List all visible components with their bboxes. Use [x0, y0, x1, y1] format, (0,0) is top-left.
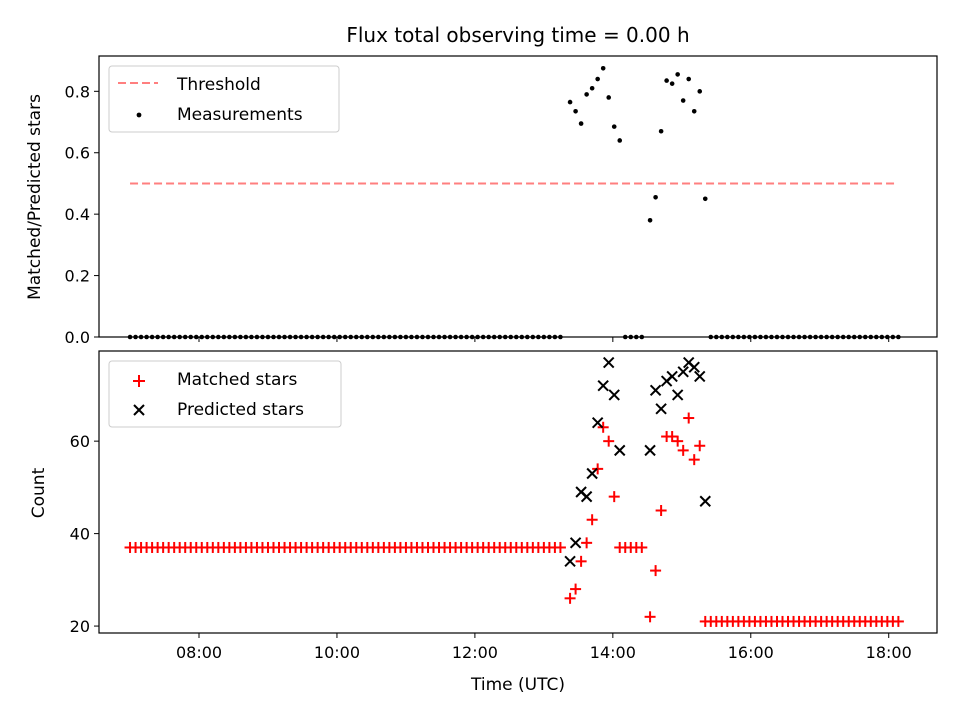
predicted-stars-point	[580, 490, 593, 503]
predicted-stars-point	[699, 495, 711, 507]
top-y-tick-label: 0.4	[65, 205, 90, 224]
matched-stars-point	[554, 541, 566, 553]
matched-stars-point	[683, 412, 695, 424]
bottom-y-tick-label: 20	[70, 617, 90, 636]
bottom-x-ticks: 08:00 10:00 12:00 14:00 16:00 18:00	[176, 633, 912, 662]
matched-stars-point	[575, 555, 587, 567]
matched-stars-point	[644, 611, 656, 623]
matched-stars-point	[892, 615, 904, 627]
predicted-stars-legend-swatch	[133, 404, 145, 416]
top-y-tick-label: 0.6	[65, 144, 90, 163]
matched-stars-point	[666, 431, 678, 443]
predicted-stars-point	[614, 444, 626, 457]
top-x-ticks	[198, 337, 890, 342]
top-panel: 0.00.20.40.60.8 Matched/Predicted stars …	[25, 55, 938, 347]
measurement-point	[617, 138, 623, 143]
top-y-tick-label: 0.2	[65, 267, 90, 286]
measurement-point	[653, 194, 658, 200]
bottom-legend-box	[108, 360, 342, 428]
matched-stars-point	[650, 565, 662, 577]
predicted-stars-point	[649, 384, 662, 397]
predicted-stars-point	[694, 370, 706, 383]
bottom-y-axis-label: Count	[29, 467, 49, 518]
matched-stars-point	[688, 454, 700, 466]
matched-stars-point	[672, 435, 684, 447]
x-tick-label: 16:00	[728, 643, 774, 662]
matched-stars-point	[603, 435, 615, 447]
measurement-point	[647, 218, 653, 223]
measurement-point	[691, 108, 697, 114]
top-legend: Threshold Measurements	[108, 65, 340, 133]
measurement-point	[611, 124, 617, 129]
predicted-stars-point	[586, 467, 598, 480]
predicted-stars-point	[655, 403, 667, 415]
top-y-ticks: 0.0 0.2 0.4 0.6 0.8	[65, 82, 99, 347]
measurement-point	[600, 65, 606, 71]
legend-predicted-stars: Predicted stars	[177, 400, 304, 420]
bottom-axes-frame	[98, 350, 938, 634]
x-tick-label: 14:00	[590, 643, 636, 662]
matched-stars-point	[636, 541, 648, 553]
measurement-point	[573, 108, 578, 114]
x-tick-label: 08:00	[176, 643, 222, 662]
matched-stars-point	[592, 463, 604, 475]
measurement-point	[584, 92, 589, 97]
measurement-point	[567, 99, 573, 105]
measurements-legend-swatch	[136, 112, 142, 118]
measurement-point	[606, 95, 611, 100]
x-axis-label: Time (UTC)	[470, 675, 565, 695]
top-y-tick-label: 0.0	[65, 328, 90, 347]
predicted-stars-point	[564, 555, 576, 568]
measurement-point	[702, 196, 708, 202]
predicted-stars-point	[602, 356, 615, 369]
matched-stars-point	[677, 444, 689, 456]
measurement-point	[595, 76, 600, 82]
x-tick-label: 10:00	[314, 643, 360, 662]
bottom-legend: Matched stars Predicted stars	[108, 360, 342, 428]
bottom-panel: 20 40 60 08:00 10:00 12:00 14:00 16:00 18:00 Co…	[29, 350, 938, 695]
measurement-point	[669, 81, 675, 86]
predicted-stars-point	[597, 379, 609, 392]
predicted-stars-point	[666, 370, 678, 383]
matched-stars-point	[597, 421, 609, 433]
measurement-point	[658, 128, 664, 134]
chart-title: Flux total observing time = 0.00 h	[346, 23, 689, 47]
matched-stars-legend-swatch	[133, 375, 145, 387]
x-tick-label: 12:00	[452, 643, 498, 662]
measurement-point	[664, 78, 669, 83]
predicted-stars-point	[688, 361, 700, 373]
x-tick-label: 18:00	[866, 643, 912, 662]
matched-stars-point	[694, 440, 706, 452]
bottom-y-tick-label: 60	[70, 432, 90, 451]
bottom-y-tick-label: 40	[70, 525, 90, 544]
measurement-point	[675, 72, 680, 77]
predicted-stars-point	[677, 366, 689, 378]
measurement-point	[589, 85, 595, 91]
predicted-stars-point	[671, 389, 684, 401]
measurement-point	[697, 89, 703, 94]
measurement-point	[686, 76, 692, 82]
predicted-stars-point	[608, 389, 620, 401]
predicted-stars-point	[569, 537, 582, 549]
legend-matched-stars: Matched stars	[177, 370, 297, 390]
matched-stars-point	[608, 491, 620, 503]
top-axes-frame	[98, 55, 938, 338]
bottom-marks	[124, 356, 904, 627]
top-y-axis-label: Matched/Predicted stars	[25, 94, 45, 300]
matched-stars-point	[564, 592, 576, 604]
bottom-y-ticks: 20 40 60	[70, 432, 99, 636]
measurement-point	[680, 98, 686, 103]
legend-measurements: Measurements	[177, 105, 303, 125]
matched-stars-point	[581, 537, 593, 549]
matched-stars-point	[655, 504, 667, 516]
matched-stars-point	[586, 514, 598, 526]
measurement-point	[578, 121, 584, 126]
matched-stars-point	[570, 583, 582, 595]
predicted-stars-point	[591, 416, 604, 429]
legend-threshold: Threshold	[176, 75, 261, 95]
top-y-tick-label: 0.8	[65, 82, 90, 101]
predicted-stars-point	[644, 444, 656, 457]
top-legend-box	[108, 65, 340, 133]
